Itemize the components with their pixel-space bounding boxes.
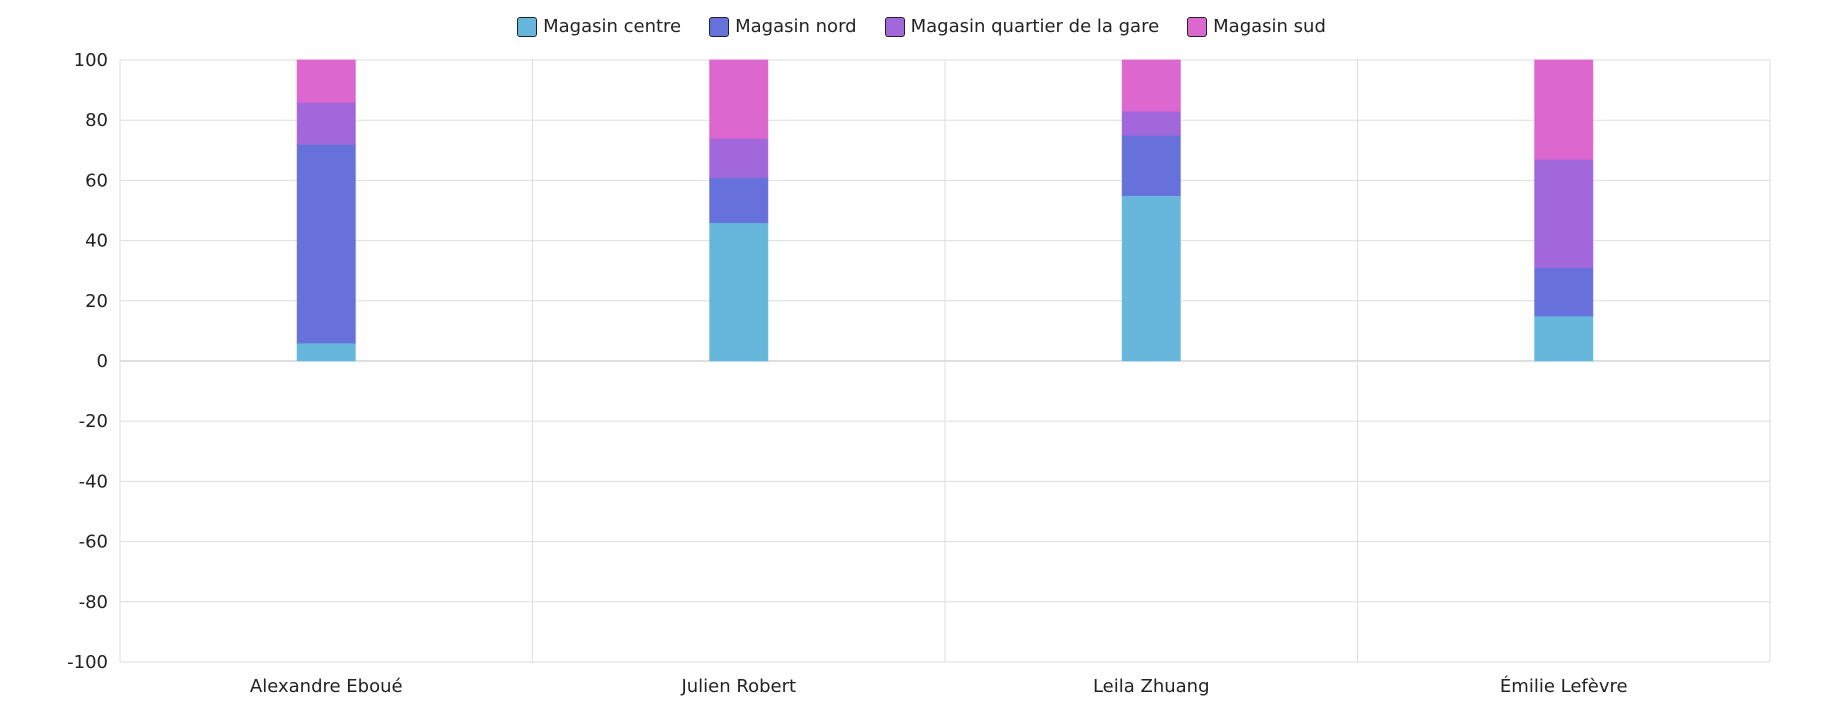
y-tick-label: -80 [79,592,108,613]
bar-segment [1534,158,1594,269]
legend-swatch [884,16,905,37]
bar-segment [296,143,356,344]
legend-label: Magasin quartier de la gare [910,16,1160,37]
legend: Magasin centre Magasin nord Magasin quarti… [0,16,1843,37]
bar-segment [296,101,356,145]
y-tick-label: 60 [85,170,108,191]
y-tick-label: -100 [67,652,108,673]
y-tick-label: -60 [79,532,108,553]
y-tick-label: 20 [85,291,108,312]
legend-item[interactable]: Magasin quartier de la gare [884,16,1160,37]
y-tick-label: -40 [79,471,108,492]
y-tick-label: 100 [74,50,108,71]
bar-segment [296,342,356,362]
legend-item[interactable]: Magasin centre [517,16,681,37]
legend-label: Magasin sud [1213,16,1326,37]
bar-segment [1534,267,1594,317]
bar-segment [709,59,769,139]
bar-segment [1121,134,1181,196]
legend-label: Magasin nord [735,16,857,37]
bar-segment [1121,110,1181,136]
bar-segment [296,59,356,103]
x-tick-label: Émilie Lefèvre [1500,675,1628,697]
legend-label: Magasin centre [543,16,682,37]
bar-segment [709,176,769,224]
bar-segment [709,222,769,362]
y-tick-label: 80 [85,110,108,131]
x-tick-label: Julien Robert [680,676,796,697]
bar-segment [1121,194,1181,362]
legend-item[interactable]: Magasin nord [709,16,857,37]
x-tick-label: Alexandre Eboué [250,676,403,697]
bar-segment [1534,59,1594,160]
bar-segment [1534,315,1594,362]
y-tick-label: 40 [85,231,108,252]
legend-swatch [1187,16,1208,37]
x-tick-label: Leila Zhuang [1093,676,1210,697]
legend-item[interactable]: Magasin sud [1187,16,1326,37]
legend-swatch [517,16,538,37]
bar-segment [709,137,769,178]
y-tick-label: -20 [79,411,108,432]
legend-swatch [709,16,730,37]
bar-segment [1121,59,1181,112]
y-tick-label: 0 [97,351,108,372]
